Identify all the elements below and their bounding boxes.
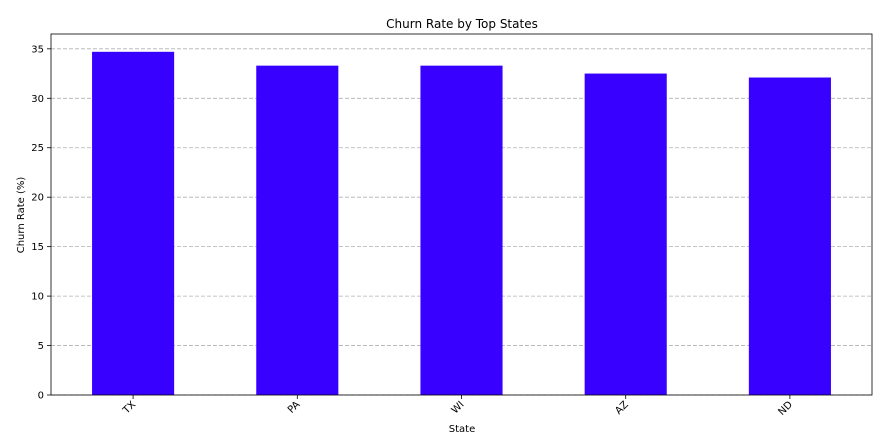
x-axis-ticks: TX PA WI AZ ND: [121, 395, 796, 418]
y-tick-label: 25: [31, 143, 44, 154]
y-tick-label: 15: [31, 242, 44, 253]
y-tick-label: 30: [31, 94, 44, 105]
x-tick-label-nd: ND: [777, 399, 796, 418]
x-tick-label-tx: TX: [121, 399, 139, 417]
y-tick-label: 20: [31, 193, 44, 204]
bar-az: [584, 73, 667, 395]
bar-pa: [256, 65, 339, 395]
x-axis-label: State: [449, 424, 475, 435]
bar-tx: [92, 51, 175, 396]
bars: [92, 51, 831, 396]
bar-wi: [420, 65, 503, 395]
chart-title: Churn Rate by Top States: [386, 17, 538, 31]
y-axis-ticks: 0 5 10 15 20 25 30 35: [31, 44, 51, 402]
y-tick-label: 5: [38, 341, 44, 352]
y-axis-label: Churn Rate (%): [16, 177, 27, 254]
y-tick-label: 10: [31, 292, 44, 303]
x-tick-label-wi: WI: [450, 399, 467, 416]
x-tick-label-pa: PA: [286, 399, 303, 416]
x-tick-label-az: AZ: [613, 399, 631, 417]
bar-nd: [748, 77, 831, 395]
y-tick-label: 0: [38, 391, 44, 402]
y-tick-label: 35: [31, 44, 44, 55]
